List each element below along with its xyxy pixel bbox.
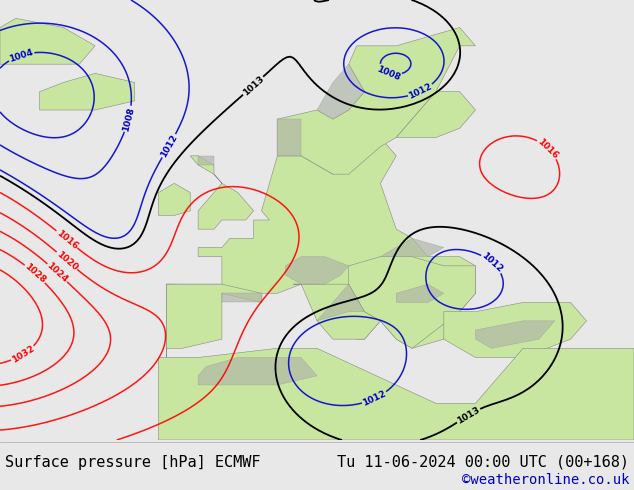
Text: Surface pressure [hPa] ECMWF: Surface pressure [hPa] ECMWF bbox=[5, 455, 261, 469]
Text: 1028: 1028 bbox=[23, 262, 48, 285]
Text: 1012: 1012 bbox=[361, 389, 388, 408]
Text: 1013: 1013 bbox=[241, 74, 266, 98]
Text: 1008: 1008 bbox=[121, 106, 136, 132]
Text: 1020: 1020 bbox=[55, 249, 79, 272]
Polygon shape bbox=[293, 284, 380, 339]
Polygon shape bbox=[190, 156, 254, 229]
Polygon shape bbox=[278, 119, 301, 156]
Polygon shape bbox=[0, 18, 95, 64]
Polygon shape bbox=[285, 257, 349, 284]
Polygon shape bbox=[380, 238, 444, 257]
Polygon shape bbox=[158, 183, 190, 216]
Polygon shape bbox=[278, 27, 476, 174]
Text: 1012: 1012 bbox=[480, 251, 505, 274]
Text: 1016: 1016 bbox=[55, 228, 79, 251]
Polygon shape bbox=[198, 156, 214, 165]
Polygon shape bbox=[396, 92, 476, 138]
Polygon shape bbox=[396, 284, 444, 302]
Text: 1013: 1013 bbox=[455, 405, 481, 425]
Polygon shape bbox=[476, 321, 555, 348]
Polygon shape bbox=[166, 284, 261, 358]
Text: Tu 11-06-2024 00:00 UTC (00+168): Tu 11-06-2024 00:00 UTC (00+168) bbox=[337, 455, 629, 469]
Polygon shape bbox=[166, 138, 476, 358]
Text: 1004: 1004 bbox=[8, 47, 34, 63]
Text: 1024: 1024 bbox=[45, 261, 70, 285]
Polygon shape bbox=[317, 64, 365, 119]
Polygon shape bbox=[349, 257, 476, 348]
Polygon shape bbox=[444, 302, 586, 358]
Text: 1032: 1032 bbox=[10, 344, 36, 365]
Text: 1012: 1012 bbox=[408, 82, 434, 101]
Text: 1008: 1008 bbox=[375, 64, 402, 82]
Text: ©weatheronline.co.uk: ©weatheronline.co.uk bbox=[462, 473, 629, 487]
Polygon shape bbox=[222, 294, 261, 302]
Polygon shape bbox=[317, 284, 365, 321]
Polygon shape bbox=[158, 348, 634, 440]
Polygon shape bbox=[39, 74, 134, 110]
Polygon shape bbox=[198, 358, 317, 385]
Text: 1016: 1016 bbox=[536, 137, 560, 160]
Text: 1012: 1012 bbox=[158, 133, 179, 159]
